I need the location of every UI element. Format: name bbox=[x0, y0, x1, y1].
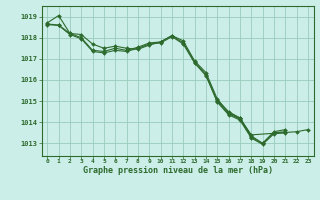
X-axis label: Graphe pression niveau de la mer (hPa): Graphe pression niveau de la mer (hPa) bbox=[83, 166, 273, 175]
